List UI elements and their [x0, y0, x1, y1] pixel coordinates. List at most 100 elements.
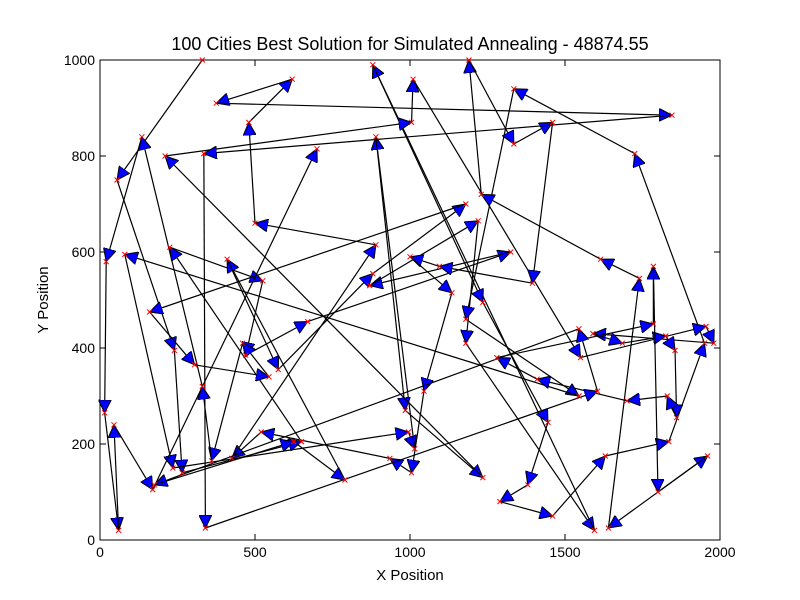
chart-title: 100 Cities Best Solution for Simulated A…	[171, 34, 648, 54]
city-point	[245, 119, 252, 126]
tour-segment	[170, 247, 302, 442]
x-tick-label: 1000	[394, 544, 425, 560]
city-point	[151, 481, 158, 488]
tour-segment	[249, 122, 255, 224]
tour-segment	[245, 322, 308, 356]
tour-segment	[408, 431, 414, 449]
city-point	[655, 489, 661, 495]
city-point	[407, 253, 413, 260]
city-point	[462, 340, 469, 347]
city-point	[605, 525, 612, 531]
tour-segment	[404, 409, 483, 477]
tour-segment	[243, 343, 270, 378]
tour-path	[105, 60, 714, 530]
city-point	[478, 191, 485, 198]
tour-segment	[369, 221, 479, 287]
tour-segment	[205, 391, 597, 529]
city-point	[366, 282, 373, 289]
city-point	[479, 299, 486, 306]
city-point	[421, 388, 427, 395]
city-point	[704, 453, 711, 459]
y-axis-ticks: 0 200 400 600 800 1000	[64, 52, 720, 548]
city-point	[191, 361, 198, 368]
tour-segment	[532, 122, 554, 283]
city-point	[436, 263, 443, 270]
city-point	[169, 465, 176, 471]
city-point	[242, 352, 249, 359]
city-point	[171, 347, 178, 354]
x-tick-label: 2000	[704, 544, 735, 560]
tour-segment	[204, 114, 672, 153]
tour-segment	[125, 254, 580, 397]
city-point	[373, 241, 379, 248]
city-point	[534, 376, 540, 383]
tour-segment	[202, 386, 213, 461]
tour-segment	[627, 396, 668, 401]
tour-segment	[668, 343, 705, 442]
tour-segment	[481, 194, 601, 260]
tour-segment	[152, 149, 317, 490]
city-point	[466, 57, 472, 63]
city-point	[259, 277, 266, 284]
city-point	[549, 513, 556, 519]
tour-segment	[372, 64, 483, 303]
tour-segment	[528, 422, 549, 484]
tour-segment	[114, 425, 119, 531]
tour-segment	[150, 203, 466, 312]
city-point	[524, 481, 531, 488]
x-tick-label: 500	[243, 544, 267, 560]
city-point	[650, 263, 657, 270]
city-point	[665, 438, 672, 445]
tour-segment	[194, 364, 269, 377]
city-point	[597, 256, 604, 263]
city-point	[149, 486, 156, 493]
tour-segment	[579, 329, 599, 392]
y-tick-label: 400	[72, 340, 96, 356]
tour-segment	[497, 358, 538, 380]
city-point	[475, 217, 482, 224]
city-point	[200, 150, 207, 157]
tour-segment	[412, 391, 425, 473]
city-point	[103, 258, 110, 265]
tour-segment	[424, 292, 453, 391]
city-point	[410, 76, 416, 83]
city-point	[701, 340, 708, 347]
city-point	[239, 340, 246, 347]
tour-segment	[105, 261, 107, 413]
tour-segment	[106, 136, 143, 262]
city-point	[111, 421, 117, 428]
city-markers	[101, 57, 717, 534]
city-point	[590, 330, 596, 337]
city-point	[576, 325, 582, 332]
tour-segment	[216, 78, 293, 103]
tour-segment	[142, 137, 203, 387]
city-point	[258, 429, 265, 435]
tour-segment	[601, 259, 640, 279]
tour-segment	[154, 328, 580, 485]
tour-segment	[653, 266, 658, 492]
city-point	[672, 347, 678, 354]
city-point	[199, 57, 206, 63]
city-point	[462, 316, 469, 323]
tour-segment	[277, 274, 373, 371]
city-point	[493, 354, 500, 361]
tour-segment	[231, 245, 376, 459]
city-point	[298, 438, 305, 445]
tour-segment	[104, 412, 119, 531]
tour-segment	[706, 326, 714, 343]
tour-segment	[216, 102, 672, 115]
city-point	[591, 527, 598, 534]
city-point	[576, 393, 582, 399]
tour-segment	[500, 484, 529, 502]
tour-segment	[499, 501, 553, 516]
tour-segment	[537, 379, 628, 402]
city-point	[636, 275, 643, 282]
tour-segment	[117, 59, 203, 180]
tour-segment	[465, 318, 579, 396]
city-point	[619, 340, 626, 347]
city-point	[314, 145, 320, 152]
city-point	[373, 133, 379, 140]
tour-segment	[113, 424, 153, 490]
city-point	[631, 150, 638, 157]
